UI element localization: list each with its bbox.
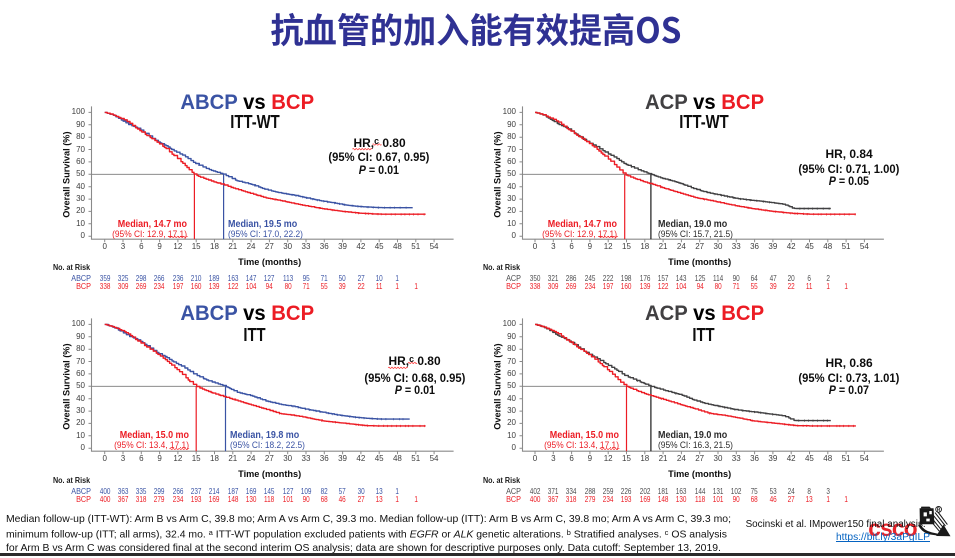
svg-text:R: R [937,508,941,514]
